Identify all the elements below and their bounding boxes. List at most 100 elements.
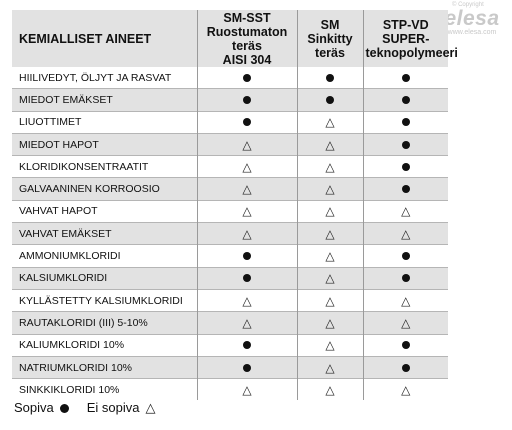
filled-circle-icon xyxy=(401,95,410,104)
resistance-cell: △ xyxy=(196,288,297,312)
resistance-cell xyxy=(196,110,297,134)
outline-triangle-icon: △ xyxy=(325,360,335,375)
header-chemicals: KEMIALLISET AINEET xyxy=(12,10,197,67)
table-row: HIILIVEDYT, ÖLJYT JA RASVAT xyxy=(12,67,448,89)
outline-triangle-icon: △ xyxy=(325,204,335,219)
outline-triangle-icon: △ xyxy=(325,338,335,353)
resistance-cell: △ xyxy=(196,199,297,223)
chemical-resistance-table: KEMIALLISET AINEET SM-SST Ruostumaton te… xyxy=(12,10,458,401)
filled-circle-icon xyxy=(401,341,410,350)
outline-triangle-icon: △ xyxy=(242,182,252,197)
resistance-cell: △ xyxy=(296,222,363,245)
filled-circle-icon xyxy=(326,73,334,82)
resistance-cell: △ xyxy=(196,222,297,245)
table-row: SINKKIKLORIDI 10% △ △ △ xyxy=(12,378,448,401)
resistance-cell: △ xyxy=(362,378,448,401)
outline-triangle-icon: △ xyxy=(242,382,252,397)
resistance-cell: △ xyxy=(296,177,363,201)
resistance-cell: △ xyxy=(296,110,363,134)
outline-triangle-icon: △ xyxy=(242,204,252,219)
outline-triangle-icon: △ xyxy=(325,315,335,330)
outline-triangle-icon: △ xyxy=(242,159,252,174)
resistance-cell xyxy=(196,333,297,357)
filled-circle-icon xyxy=(401,363,410,372)
outline-triangle-icon: △ xyxy=(242,293,252,308)
resistance-cell: △ xyxy=(296,266,363,290)
resistance-cell xyxy=(362,155,448,178)
outline-triangle-icon: △ xyxy=(325,159,335,174)
resistance-cell xyxy=(196,244,297,268)
filled-circle-icon xyxy=(401,185,410,194)
resistance-cell: △ xyxy=(362,311,448,335)
resistance-cell: △ xyxy=(296,199,363,223)
resistance-cell: △ xyxy=(296,244,363,268)
resistance-cell xyxy=(362,355,448,379)
filled-circle-icon xyxy=(401,140,410,149)
outline-triangle-icon: △ xyxy=(401,315,411,330)
chemical-name: VAHVAT HAPOT xyxy=(12,199,197,223)
header-line: teräs xyxy=(315,45,345,60)
table-row: VAHVAT HAPOT △ △ △ xyxy=(12,199,448,223)
header-line: STP-VD xyxy=(382,17,429,32)
resistance-cell xyxy=(362,67,448,89)
table-row: VAHVAT EMÄKSET △ △ △ xyxy=(12,222,448,245)
filled-circle-icon xyxy=(243,252,251,261)
filled-circle-icon xyxy=(243,341,251,350)
chemical-name: MIEDOT HAPOT xyxy=(12,132,197,156)
table-row: KLORIDIKONSENTRAATIT △ △ xyxy=(12,155,448,178)
resistance-cell: △ xyxy=(296,333,363,357)
outline-triangle-icon: △ xyxy=(325,249,335,264)
resistance-cell xyxy=(362,333,448,357)
filled-circle-icon xyxy=(401,162,410,171)
filled-circle-icon xyxy=(243,118,251,127)
chemical-name: NATRIUMKLORIDI 10% xyxy=(12,355,197,379)
chemical-name: SINKKIKLORIDI 10% xyxy=(12,378,197,401)
outline-triangle-icon: △ xyxy=(325,137,335,152)
resistance-cell: △ xyxy=(362,222,448,245)
legend-suitable-label: Sopiva xyxy=(14,400,54,415)
resistance-cell: △ xyxy=(196,378,297,401)
resistance-cell: △ xyxy=(296,355,363,379)
outline-triangle-icon: △ xyxy=(242,315,252,330)
resistance-cell: △ xyxy=(296,132,363,156)
chemical-name: MIEDOT EMÄKSET xyxy=(12,88,197,112)
header-line: SM-SST xyxy=(223,10,271,25)
resistance-cell: △ xyxy=(196,132,297,156)
resistance-cell xyxy=(196,88,297,112)
legend: Sopiva Ei sopiva △ xyxy=(14,400,156,416)
outline-triangle-icon: △ xyxy=(325,115,335,130)
filled-circle-icon xyxy=(401,252,410,261)
outline-triangle-icon: △ xyxy=(401,382,411,397)
outline-triangle-icon: △ xyxy=(325,182,335,197)
table-row: LIUOTTIMET △ xyxy=(12,110,448,134)
resistance-cell xyxy=(296,67,363,89)
outline-triangle-icon: △ xyxy=(325,293,335,308)
resistance-cell: △ xyxy=(296,288,363,312)
resistance-cell xyxy=(362,177,448,201)
table-row: KYLLÄSTETTY KALSIUMKLORIDI △ △ △ xyxy=(12,288,448,312)
header-line: Ruostumaton teräs xyxy=(206,24,288,53)
outline-triangle-icon: △ xyxy=(401,293,411,308)
header-line: teknopolymeeri xyxy=(365,45,458,60)
outline-triangle-icon: △ xyxy=(325,271,335,286)
resistance-cell xyxy=(196,67,297,89)
chemical-name: KYLLÄSTETTY KALSIUMKLORIDI xyxy=(12,288,197,312)
outline-triangle-icon: △ xyxy=(401,226,411,241)
outline-triangle-icon: △ xyxy=(242,226,252,241)
chemical-name: RAUTAKLORIDI (III) 5-10% xyxy=(12,311,197,335)
table-body: HIILIVEDYT, ÖLJYT JA RASVAT MIEDOT EMÄKSE… xyxy=(12,67,448,401)
outline-triangle-icon: △ xyxy=(325,226,335,241)
chemical-name: VAHVAT EMÄKSET xyxy=(12,222,197,245)
table-row: KALSIUMKLORIDI △ xyxy=(12,266,448,290)
resistance-cell xyxy=(196,355,297,379)
resistance-cell: △ xyxy=(296,378,363,401)
chemical-name: KLORIDIKONSENTRAATIT xyxy=(12,155,197,178)
resistance-cell: △ xyxy=(362,199,448,223)
header-sm: SM Sinkitty teräs xyxy=(296,10,363,67)
chemical-name: HIILIVEDYT, ÖLJYT JA RASVAT xyxy=(19,71,172,84)
watermark-copyright: © Copyright xyxy=(452,2,484,8)
filled-circle-icon xyxy=(401,274,410,283)
header-line: SM xyxy=(320,17,340,32)
chemical-name: LIUOTTIMET xyxy=(12,110,197,134)
filled-circle-icon xyxy=(243,363,251,372)
